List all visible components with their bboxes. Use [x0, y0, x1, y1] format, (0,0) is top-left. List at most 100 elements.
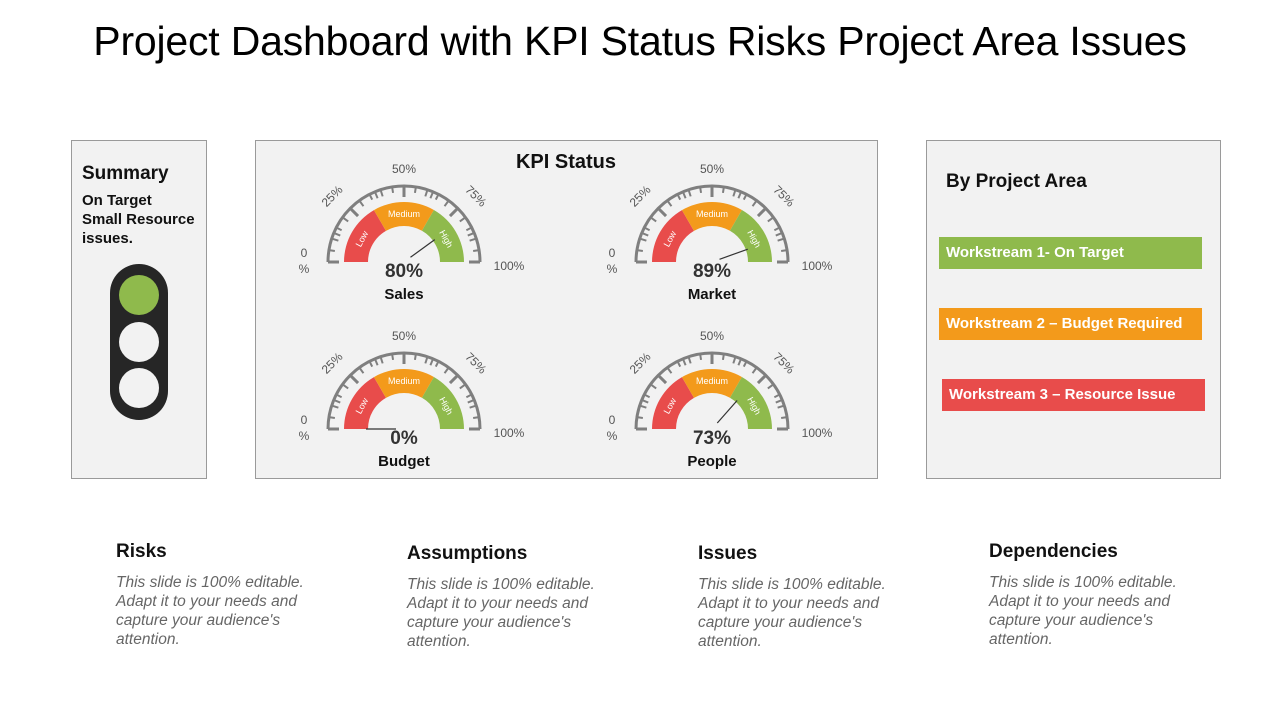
gauge-tick — [358, 199, 365, 207]
gauge-tick — [333, 231, 341, 237]
gauge-tick — [699, 186, 703, 194]
gauge-scale-label-25: 25% — [627, 182, 654, 209]
gauge-tick — [373, 358, 379, 366]
summary-text: On Target Small Resource issues. — [82, 192, 195, 247]
gauge-scale-label-50: 50% — [392, 162, 416, 176]
gauge-name-label: People — [687, 453, 736, 470]
gauge-value-label: 73% — [693, 428, 731, 449]
gauge-name-label: Market — [688, 286, 736, 303]
gauge-tick — [424, 189, 429, 197]
gauge-tick — [681, 191, 687, 199]
gauge-tick — [767, 216, 775, 223]
gauge-tick — [676, 360, 682, 368]
gauge-tick — [732, 356, 737, 364]
traffic-light-bottom — [119, 368, 159, 408]
gauge-scale-label-percent: % — [299, 262, 310, 276]
issues-text: This slide is 100% editable. Adapt it to… — [698, 576, 886, 650]
gauge-tick — [469, 237, 477, 242]
gauge-tick — [469, 404, 477, 409]
kpi-status-panel: KPI Status Low Medium High 0% 25% 50% 75% 100% 8… — [255, 140, 878, 479]
gauge-tick — [681, 358, 687, 366]
dependencies-heading: Dependencies — [989, 541, 1118, 562]
gauge-value-label: 0% — [390, 428, 418, 449]
gauge-tick — [721, 186, 725, 194]
gauge-tick — [373, 191, 379, 199]
gauge-tick — [649, 216, 657, 223]
gauge-scale-label-100: 100% — [494, 259, 525, 273]
gauge-tick — [636, 416, 644, 420]
gauge-value-label: 89% — [693, 261, 731, 282]
gauge-scale-label-percent: % — [299, 429, 310, 443]
gauge-tick — [443, 199, 450, 207]
assumptions-heading: Assumptions — [407, 543, 528, 564]
gauge-band-low — [652, 377, 694, 429]
gauge-tick — [349, 207, 360, 218]
gauge-tick — [756, 207, 767, 218]
gauge-name-label: Sales — [384, 286, 423, 303]
gauge-tick — [391, 186, 395, 194]
gauge-scale-label-75: 75% — [462, 183, 489, 210]
gauge-tick — [636, 249, 644, 253]
gauge-band-medium — [681, 202, 742, 231]
issues-section: Issues This slide is 100% editable. Adap… — [698, 543, 898, 651]
project-area-heading: By Project Area — [946, 171, 1087, 192]
gauge-scale-label-percent: % — [607, 429, 618, 443]
gauge-band-high — [421, 376, 464, 429]
traffic-light — [110, 264, 168, 420]
gauge-tick — [756, 374, 767, 385]
gauge-tick — [649, 383, 657, 390]
gauge-tick — [465, 393, 473, 399]
gauge-tick — [434, 193, 440, 201]
risks-heading: Risks — [116, 541, 167, 562]
dependencies-section: Dependencies This slide is 100% editable… — [989, 541, 1189, 649]
gauge-tick — [777, 404, 785, 409]
gauge-band-low — [344, 377, 386, 429]
traffic-light-top — [119, 275, 159, 315]
dependencies-text: This slide is 100% editable. Adapt it to… — [989, 574, 1177, 648]
gauge-tick — [687, 189, 692, 197]
gauge-tick — [773, 226, 781, 232]
gauge-scale-label-0: 0 — [301, 413, 308, 427]
kpi-status-heading: KPI Status — [515, 151, 617, 173]
gauge-tick — [742, 360, 748, 368]
gauge-tick — [467, 231, 475, 237]
gauge-tick — [773, 393, 781, 399]
gauge-tick — [641, 231, 649, 237]
gauge-band-low — [652, 210, 694, 262]
page-title: Project Dashboard with KPI Status Risks … — [93, 18, 1187, 64]
gauge-tick — [472, 249, 480, 253]
gauge-tick — [333, 398, 341, 404]
summary-heading: Summary — [82, 163, 169, 184]
gauge-scale-label-100: 100% — [494, 426, 525, 440]
gauge-tick — [379, 189, 384, 197]
issues-heading: Issues — [698, 543, 758, 564]
gauge-tick — [335, 393, 343, 399]
gauge-tick — [666, 199, 673, 207]
gauge-tick — [443, 366, 450, 374]
gauge-band-label: Medium — [388, 376, 420, 386]
gauge-scale-label-percent: % — [607, 262, 618, 276]
gauge-tick — [687, 356, 692, 364]
gauge-tick — [459, 383, 467, 390]
summary-panel: Summary On Target Small Resource issues. — [71, 140, 207, 479]
gauge-tick — [775, 231, 783, 237]
gauge-needle — [719, 248, 748, 260]
assumptions-text: This slide is 100% editable. Adapt it to… — [407, 576, 595, 650]
workstream-2-badge: Workstream 2 – Budget Required — [939, 308, 1202, 340]
gauge-scale-label-100: 100% — [802, 259, 833, 273]
gauge-tick — [391, 353, 395, 361]
gauge-tick — [349, 374, 360, 385]
gauge-tick — [429, 358, 435, 366]
gauge-tick — [467, 398, 475, 404]
workstream-1-badge: Workstream 1- On Target — [939, 237, 1202, 269]
gauge-tick — [472, 416, 480, 420]
gauge-tick — [368, 360, 374, 368]
gauge-tick — [331, 404, 339, 409]
gauge-tick — [643, 393, 651, 399]
traffic-light-middle — [119, 322, 159, 362]
gauge-scale-label-75: 75% — [462, 350, 489, 377]
gauge-tick — [643, 226, 651, 232]
gauge-scale-label-0: 0 — [301, 246, 308, 260]
